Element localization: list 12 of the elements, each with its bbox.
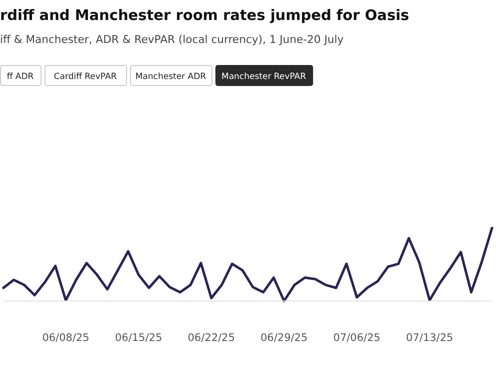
chart-title: rdiff and Manchester room rates jumped for Oasis (0, 8, 410, 24)
text: ff ADR (6, 72, 34, 82)
text: Cardiff RevPAR (54, 72, 117, 82)
x-tick-label: 06/22/25 (188, 332, 235, 344)
chart-subtitle: iff & Manchester, ADR & RevPAR (local currency), 1 June-20 July (0, 33, 344, 46)
x-tick-label: 06/08/25 (42, 332, 90, 344)
x-tick-label: 07/06/25 (333, 332, 380, 344)
text: Manchester ADR (135, 72, 206, 82)
x-tick-label: 06/29/25 (260, 332, 308, 344)
x-tick-label: 07/13/25 (406, 332, 454, 344)
text: Manchester RevPAR (222, 72, 306, 82)
x-tick-label: 06/15/25 (114, 332, 162, 344)
